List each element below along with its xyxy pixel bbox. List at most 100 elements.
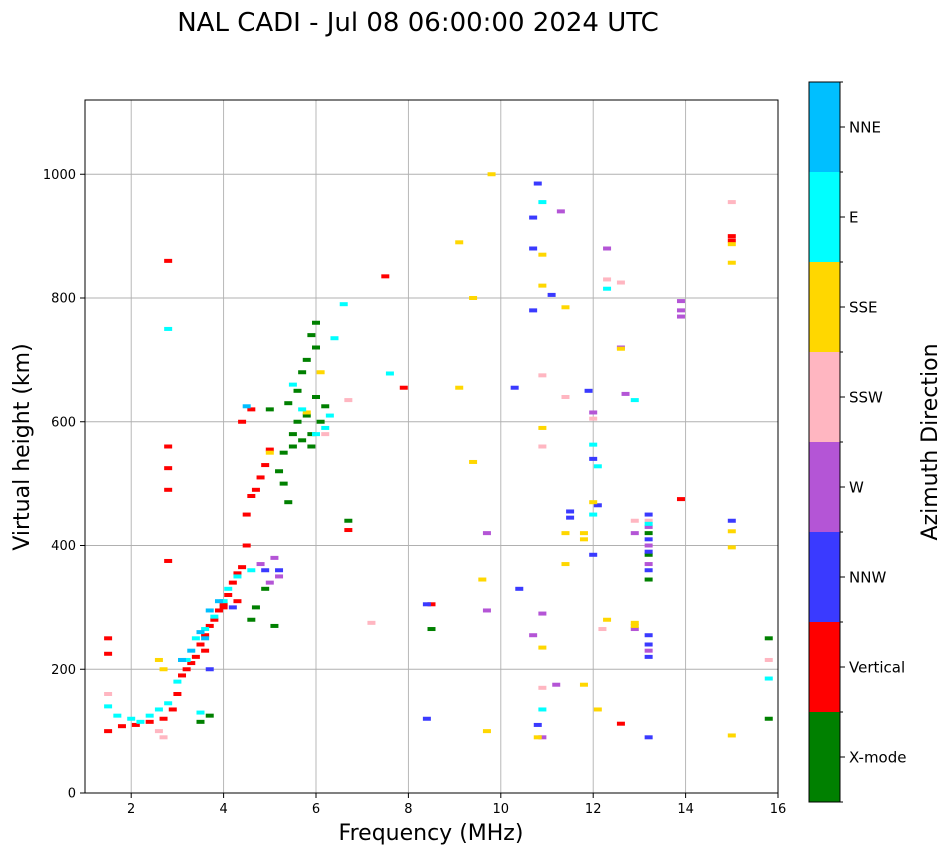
data-point-vertical	[427, 602, 436, 607]
data-points	[104, 172, 773, 740]
data-point-sse	[469, 459, 478, 464]
y-tick-label: 200	[51, 663, 76, 678]
data-point-vertical	[164, 558, 173, 563]
data-point-ssw	[321, 432, 330, 437]
data-point-x-mode	[764, 636, 773, 641]
data-point-w	[275, 574, 284, 579]
data-point-nnw	[644, 642, 653, 647]
chart-title: NAL CADI - Jul 08 06:00:00 2024 UTC	[177, 8, 659, 38]
data-point-e	[538, 200, 547, 205]
data-point-sse	[589, 500, 598, 505]
data-point-vertical	[247, 494, 256, 498]
data-point-nne	[201, 636, 210, 641]
colorbar-swatch	[809, 172, 840, 262]
data-point-sse	[727, 242, 736, 247]
data-point-x-mode	[293, 388, 302, 393]
data-point-sse	[265, 450, 274, 455]
data-point-nnw	[533, 722, 542, 727]
data-point-vertical	[727, 234, 736, 239]
data-point-ssw	[630, 518, 639, 523]
data-point-e	[104, 704, 113, 709]
data-point-vertical	[168, 707, 177, 712]
data-point-sse	[727, 733, 736, 738]
y-tick-label: 0	[68, 787, 76, 802]
data-point-nnw	[644, 512, 653, 517]
data-point-x-mode	[275, 469, 284, 474]
data-point-vertical	[219, 602, 228, 607]
data-point-vertical	[164, 258, 173, 263]
data-point-w	[676, 308, 685, 313]
data-point-e	[173, 679, 182, 684]
x-tick-label: 6	[312, 802, 320, 817]
data-point-e	[210, 614, 219, 619]
data-point-e	[603, 286, 612, 291]
data-point-x-mode	[279, 481, 288, 486]
plot-frame	[84, 99, 779, 794]
colorbar-tick-label: NNW	[849, 569, 886, 587]
data-point-ssw	[764, 657, 773, 662]
data-point-x-mode	[261, 586, 270, 591]
data-point-e	[593, 464, 602, 469]
data-point-e	[630, 398, 639, 403]
data-point-ssw	[727, 200, 736, 205]
x-tick-label: 4	[219, 802, 227, 817]
data-point-vertical	[265, 447, 274, 452]
data-point-x-mode	[284, 401, 293, 406]
data-point-sse	[579, 531, 588, 536]
data-point-nnw	[589, 456, 598, 461]
data-point-nnw	[529, 215, 538, 220]
data-point-vertical	[145, 719, 154, 724]
data-point-w	[265, 580, 274, 585]
data-point-nnw	[584, 388, 593, 393]
data-point-ssw	[104, 692, 113, 696]
data-point-vertical	[238, 565, 247, 570]
data-point-vertical	[104, 636, 113, 641]
data-point-nne	[187, 648, 196, 653]
data-point-w	[556, 209, 565, 214]
data-point-nnw	[515, 586, 524, 591]
data-point-w	[256, 562, 265, 567]
data-point-ssw	[603, 277, 612, 282]
data-point-w	[589, 410, 598, 415]
data-point-x-mode	[644, 552, 653, 557]
data-point-e	[538, 707, 547, 712]
colorbar-swatch	[809, 442, 840, 532]
data-point-vertical	[616, 721, 625, 726]
data-point-ssw	[538, 444, 547, 449]
data-point-x-mode	[764, 716, 773, 721]
data-point-e	[145, 713, 154, 718]
data-point-ssw	[154, 729, 163, 734]
data-point-nnw	[644, 549, 653, 554]
data-point-vertical	[117, 724, 126, 729]
data-point-vertical	[238, 419, 247, 424]
data-point-sse	[482, 729, 491, 734]
data-point-e	[224, 586, 233, 591]
data-point-ssw	[598, 627, 607, 632]
data-point-vertical	[228, 580, 237, 585]
data-point-nnw	[566, 515, 575, 520]
data-point-nnw	[228, 605, 237, 610]
data-point-vertical	[214, 608, 223, 613]
colorbar-tick-label: SSW	[849, 389, 883, 407]
data-point-ssw	[367, 620, 376, 625]
data-point-sse	[727, 529, 736, 534]
data-point-w	[644, 543, 653, 548]
data-point-x-mode	[644, 531, 653, 536]
data-point-vertical	[381, 274, 390, 279]
data-point-sse	[538, 425, 547, 430]
data-point-nnw	[589, 552, 598, 557]
data-point-nnw	[205, 667, 214, 672]
data-point-w	[676, 299, 685, 304]
colorbar-tick-label: NNE	[849, 119, 881, 137]
data-point-vertical	[131, 722, 140, 727]
data-point-w	[630, 531, 639, 536]
data-point-x-mode	[312, 345, 320, 350]
colorbar-tick-label: X-mode	[849, 749, 906, 767]
data-point-vertical	[233, 599, 242, 604]
data-point-nnw	[644, 633, 653, 638]
data-point-nne	[178, 657, 187, 662]
data-point-sse	[538, 645, 547, 650]
data-point-vertical	[242, 543, 251, 548]
data-point-e	[321, 425, 330, 430]
data-point-vertical	[210, 617, 219, 622]
